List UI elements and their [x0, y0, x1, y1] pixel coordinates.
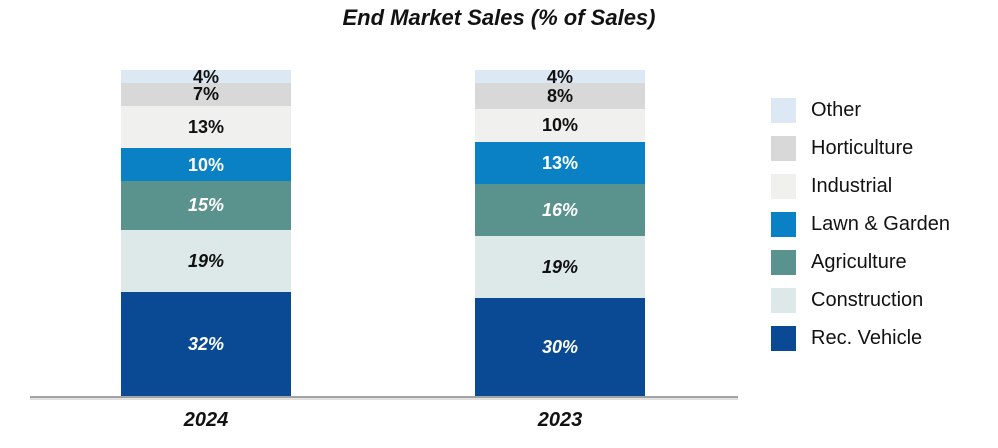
bar-segment-horticulture-2024: 7% — [121, 83, 291, 106]
bar-segment-lawn-garden-2023: 13% — [475, 141, 645, 185]
legend-item-horticulture: Horticulture — [771, 135, 950, 161]
segment-value-label: 8% — [546, 86, 573, 107]
segment-value-label: 16% — [541, 200, 579, 221]
bar-segment-construction-2023: 19% — [475, 236, 645, 299]
segment-value-label: 32% — [187, 333, 225, 354]
segment-value-label: 15% — [187, 195, 225, 216]
legend-label: Lawn & Garden — [811, 213, 950, 235]
bar-segment-agriculture-2023: 16% — [475, 184, 645, 237]
bar-segment-construction-2024: 19% — [121, 229, 291, 292]
legend-item-agriculture: Agriculture — [771, 249, 950, 275]
segment-value-label: 30% — [541, 337, 579, 358]
bar-segment-agriculture-2024: 15% — [121, 180, 291, 230]
segment-value-label: 7% — [192, 84, 219, 105]
legend-swatch-icon — [771, 135, 796, 161]
legend-item-construction: Construction — [771, 287, 950, 313]
bar-segment-other-2024: 4% — [121, 66, 291, 87]
segment-value-label: 19% — [187, 250, 225, 271]
bar-segment-other-2023: 4% — [475, 66, 645, 87]
legend-swatch-icon — [771, 325, 796, 351]
segment-value-label: 10% — [541, 115, 579, 136]
legend-swatch-icon — [771, 287, 796, 313]
segment-value-label: 4% — [192, 66, 219, 87]
bar-segment-rec-vehicle-2024: 32% — [121, 291, 291, 396]
legend-item-rec-vehicle: Rec. Vehicle — [771, 325, 950, 351]
legend-label: Industrial — [811, 175, 893, 197]
legend-swatch-icon — [771, 97, 796, 123]
legend-item-industrial: Industrial — [771, 173, 950, 199]
x-axis-line — [30, 396, 738, 398]
legend-item-other: Other — [771, 97, 950, 123]
segment-value-label: 13% — [541, 152, 579, 173]
legend-label: Rec. Vehicle — [811, 327, 923, 349]
legend-label: Other — [811, 99, 862, 121]
legend-label: Construction — [811, 289, 924, 311]
bar-segment-industrial-2023: 10% — [475, 109, 645, 142]
x-axis-label-2023: 2023 — [537, 409, 583, 431]
segment-value-label: 10% — [187, 154, 225, 175]
segment-value-label: 13% — [187, 117, 225, 138]
stacked-bar-2024: 4% 7% 13% 10% 15% 19% 32% — [121, 66, 291, 396]
segment-value-label: 19% — [541, 257, 579, 278]
legend-label: Horticulture — [811, 137, 914, 159]
legend-swatch-icon — [771, 249, 796, 275]
bar-segment-horticulture-2023: 8% — [475, 83, 645, 110]
legend-swatch-icon — [771, 211, 796, 237]
chart-title: End Market Sales (% of Sales) — [342, 5, 656, 30]
segment-value-label: 4% — [546, 66, 573, 87]
stacked-bar-2023: 4% 8% 10% 13% 16% 19% 30% — [475, 66, 645, 396]
legend: Other Horticulture Industrial Lawn & Garden… — [771, 97, 950, 363]
legend-label: Agriculture — [811, 251, 907, 273]
bar-segment-lawn-garden-2024: 10% — [121, 148, 291, 181]
legend-swatch-icon — [771, 173, 796, 199]
x-axis-label-2024: 2024 — [183, 409, 229, 431]
bar-segment-rec-vehicle-2023: 30% — [475, 298, 645, 396]
legend-item-lawn-garden: Lawn & Garden — [771, 211, 950, 237]
bar-segment-industrial-2024: 13% — [121, 105, 291, 149]
